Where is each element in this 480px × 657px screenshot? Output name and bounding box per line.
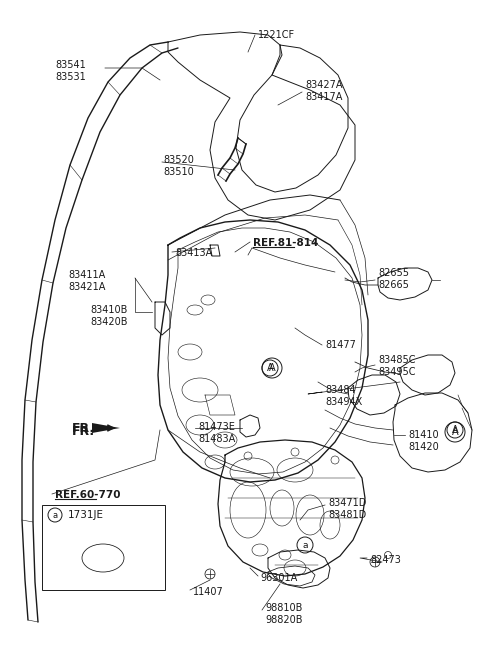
Text: 83410B
83420B: 83410B 83420B	[90, 305, 128, 327]
Text: A: A	[269, 363, 276, 373]
Text: FR.: FR.	[72, 425, 95, 438]
Text: 96301A: 96301A	[260, 573, 297, 583]
Text: 83520
83510: 83520 83510	[163, 155, 194, 177]
Text: 1731JE: 1731JE	[68, 510, 104, 520]
Text: A: A	[452, 425, 458, 435]
Polygon shape	[92, 423, 120, 433]
Text: 82473: 82473	[370, 555, 401, 565]
Text: REF.60-770: REF.60-770	[55, 490, 120, 500]
Text: 82655
82665: 82655 82665	[378, 268, 409, 290]
Text: 83413A: 83413A	[175, 248, 212, 258]
Bar	[42, 505, 165, 590]
Text: 98810B
98820B: 98810B 98820B	[265, 603, 302, 625]
Text: 83485C
83495C: 83485C 83495C	[378, 355, 416, 376]
Text: 83484
83494X: 83484 83494X	[325, 385, 362, 407]
Text: FR.: FR.	[72, 422, 95, 435]
Text: 11407: 11407	[193, 587, 224, 597]
Text: 83411A
83421A: 83411A 83421A	[68, 270, 106, 292]
Text: REF.81-814: REF.81-814	[253, 238, 318, 248]
Text: 1221CF: 1221CF	[258, 30, 295, 40]
Text: a: a	[302, 541, 308, 549]
Text: a: a	[52, 510, 58, 520]
Text: 81477: 81477	[325, 340, 356, 350]
Text: A: A	[452, 427, 458, 437]
Text: 81473E
81483A: 81473E 81483A	[198, 422, 235, 443]
Text: 83541
83531: 83541 83531	[55, 60, 86, 81]
Text: 81410
81420: 81410 81420	[408, 430, 439, 451]
Text: 83471D
83481D: 83471D 83481D	[328, 498, 366, 520]
Text: A: A	[267, 363, 273, 373]
Text: 83427A
83417A: 83427A 83417A	[305, 80, 343, 102]
